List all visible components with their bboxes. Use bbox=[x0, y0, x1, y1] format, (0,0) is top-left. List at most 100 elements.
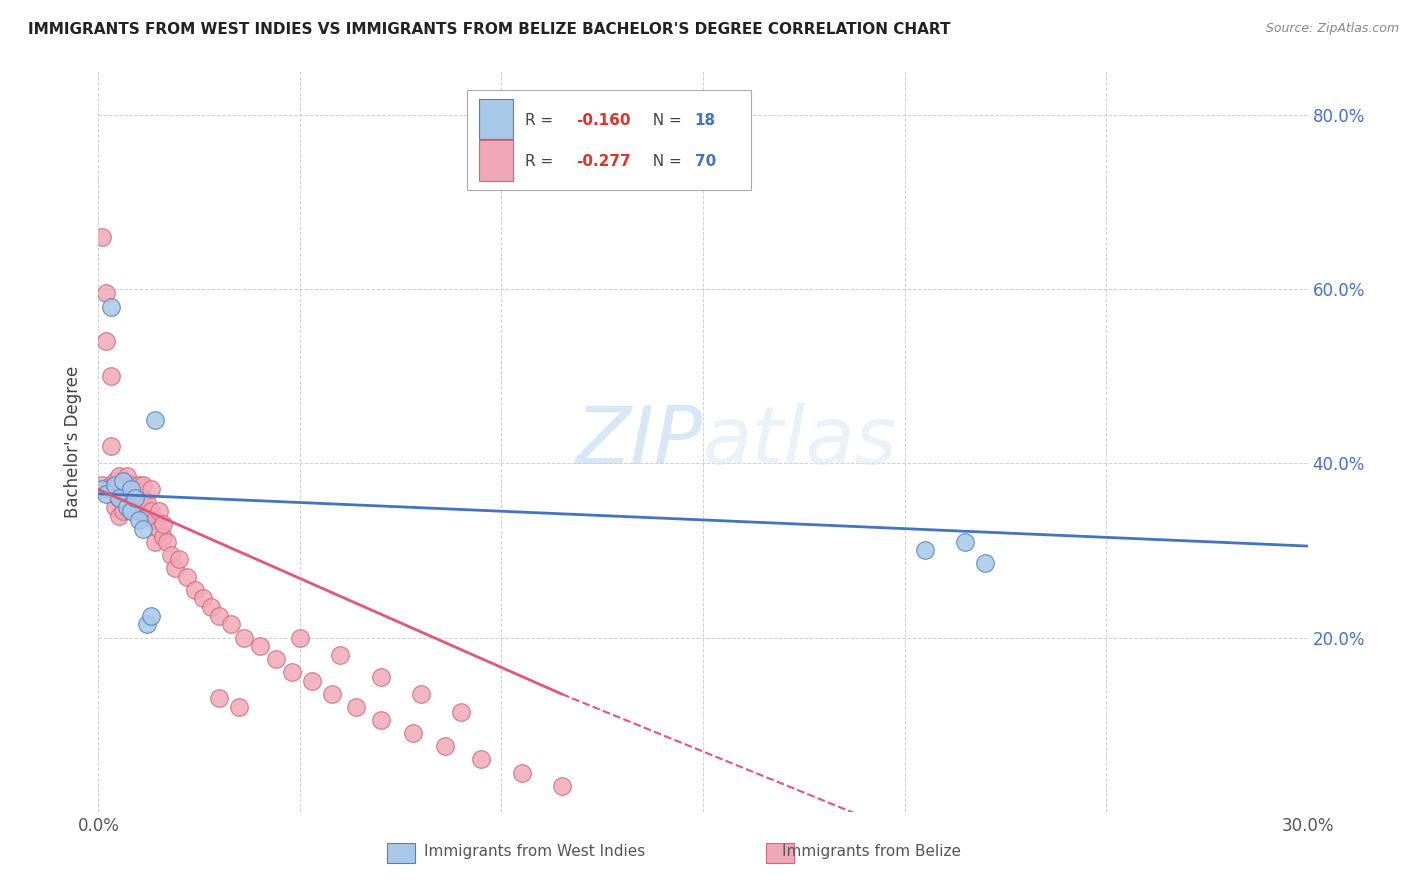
Point bbox=[148, 522, 170, 536]
Text: N =: N = bbox=[643, 154, 686, 169]
Bar bbox=[766, 843, 794, 863]
Point bbox=[370, 670, 392, 684]
Point bbox=[135, 508, 157, 523]
Point bbox=[148, 504, 170, 518]
Point bbox=[124, 491, 146, 505]
Point bbox=[143, 513, 166, 527]
Point bbox=[434, 739, 457, 754]
Point bbox=[132, 491, 155, 505]
Point bbox=[974, 557, 997, 571]
Point bbox=[143, 534, 166, 549]
Point bbox=[402, 726, 425, 740]
Point bbox=[107, 508, 129, 523]
Point bbox=[409, 687, 432, 701]
Point bbox=[96, 286, 118, 301]
Point bbox=[100, 478, 122, 492]
Point bbox=[329, 648, 352, 662]
Point bbox=[200, 600, 222, 615]
Point bbox=[184, 582, 207, 597]
Point bbox=[132, 522, 155, 536]
Point bbox=[344, 700, 367, 714]
Point bbox=[120, 478, 142, 492]
Point bbox=[128, 513, 150, 527]
Point bbox=[510, 765, 533, 780]
Point bbox=[193, 591, 215, 606]
Point bbox=[91, 478, 114, 492]
Point bbox=[124, 483, 146, 497]
Point bbox=[139, 483, 162, 497]
Point bbox=[160, 548, 183, 562]
Point bbox=[156, 534, 179, 549]
Point bbox=[100, 439, 122, 453]
Text: 70: 70 bbox=[695, 154, 716, 169]
Point bbox=[228, 700, 250, 714]
Point bbox=[107, 491, 129, 505]
Point bbox=[132, 478, 155, 492]
Point bbox=[111, 491, 134, 505]
Point bbox=[128, 491, 150, 505]
Point bbox=[450, 705, 472, 719]
Point bbox=[139, 608, 162, 623]
Point bbox=[111, 504, 134, 518]
Point bbox=[120, 504, 142, 518]
Point bbox=[143, 413, 166, 427]
Point bbox=[264, 652, 287, 666]
Point bbox=[167, 552, 190, 566]
Point bbox=[551, 779, 574, 793]
Bar bbox=[479, 140, 513, 181]
Point bbox=[135, 617, 157, 632]
Point bbox=[91, 230, 114, 244]
Point bbox=[107, 478, 129, 492]
Text: 18: 18 bbox=[695, 113, 716, 128]
Point bbox=[152, 517, 174, 532]
Point bbox=[135, 495, 157, 509]
Text: IMMIGRANTS FROM WEST INDIES VS IMMIGRANTS FROM BELIZE BACHELOR'S DEGREE CORRELAT: IMMIGRANTS FROM WEST INDIES VS IMMIGRANT… bbox=[28, 22, 950, 37]
Text: Source: ZipAtlas.com: Source: ZipAtlas.com bbox=[1265, 22, 1399, 36]
Point bbox=[96, 487, 118, 501]
Point bbox=[232, 631, 254, 645]
Point bbox=[221, 617, 243, 632]
Point bbox=[115, 469, 138, 483]
Point bbox=[152, 530, 174, 544]
Point bbox=[120, 491, 142, 505]
Point bbox=[115, 495, 138, 509]
Point bbox=[914, 543, 936, 558]
Y-axis label: Bachelor's Degree: Bachelor's Degree bbox=[65, 366, 83, 517]
Point bbox=[208, 608, 231, 623]
Point bbox=[208, 691, 231, 706]
Text: N =: N = bbox=[643, 113, 686, 128]
Point bbox=[953, 534, 976, 549]
Text: R =: R = bbox=[526, 113, 558, 128]
Text: ZIP: ZIP bbox=[575, 402, 703, 481]
Point bbox=[128, 478, 150, 492]
Text: R =: R = bbox=[526, 154, 558, 169]
Point bbox=[103, 474, 125, 488]
Point bbox=[115, 500, 138, 514]
Point bbox=[91, 483, 114, 497]
Point bbox=[128, 504, 150, 518]
Point bbox=[370, 713, 392, 727]
Point bbox=[249, 639, 271, 653]
Point bbox=[103, 500, 125, 514]
Point bbox=[124, 495, 146, 509]
Point bbox=[288, 631, 311, 645]
Bar bbox=[479, 99, 513, 139]
Point bbox=[100, 300, 122, 314]
Point bbox=[96, 334, 118, 349]
Point bbox=[176, 569, 198, 583]
Text: -0.160: -0.160 bbox=[576, 113, 630, 128]
FancyBboxPatch shape bbox=[467, 90, 751, 190]
Point bbox=[120, 504, 142, 518]
Point bbox=[115, 483, 138, 497]
Text: atlas: atlas bbox=[703, 402, 898, 481]
Text: Immigrants from Belize: Immigrants from Belize bbox=[782, 845, 962, 859]
Point bbox=[301, 674, 323, 689]
Point bbox=[103, 487, 125, 501]
Point bbox=[100, 369, 122, 384]
Point bbox=[111, 478, 134, 492]
Point bbox=[107, 491, 129, 505]
Point bbox=[281, 665, 304, 680]
Point bbox=[107, 469, 129, 483]
Point bbox=[120, 483, 142, 497]
Point bbox=[111, 474, 134, 488]
